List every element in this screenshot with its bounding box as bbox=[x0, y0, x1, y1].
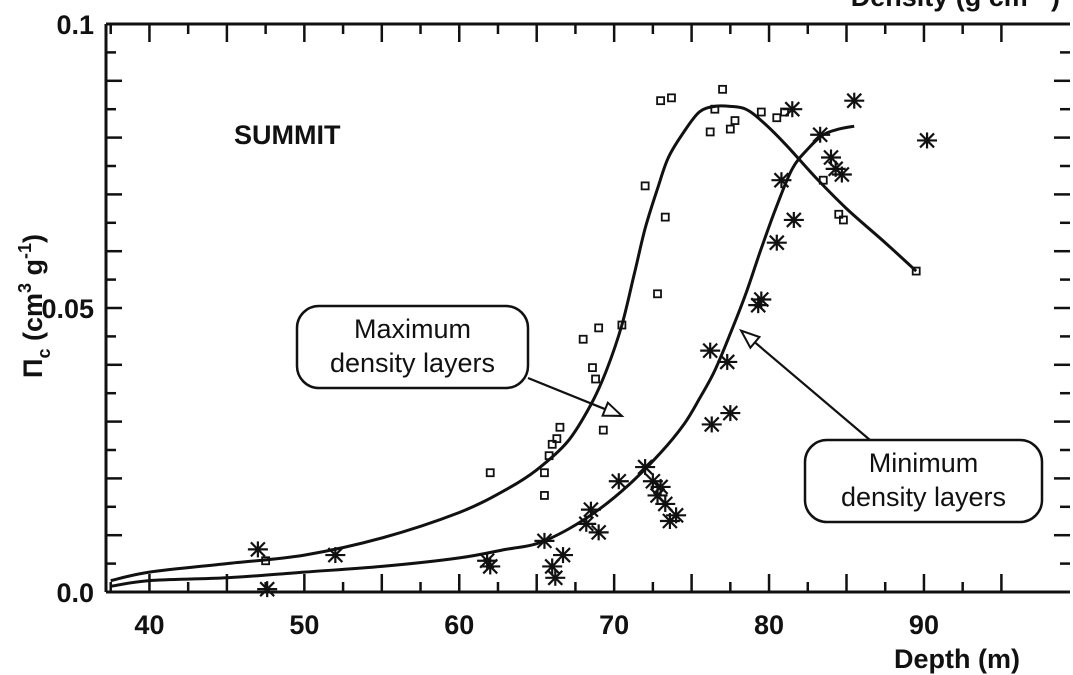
square-point bbox=[839, 215, 848, 225]
y-label-close: ) bbox=[18, 234, 48, 243]
square-point bbox=[591, 374, 600, 384]
asterisk-point bbox=[545, 569, 566, 586]
square-point bbox=[547, 439, 557, 449]
asterisk-point bbox=[534, 532, 555, 549]
asterisk-point bbox=[771, 172, 792, 189]
callout-box-min bbox=[803, 438, 1044, 524]
callout-arrowhead-min bbox=[739, 328, 762, 350]
asterisk-point bbox=[247, 541, 268, 558]
square-point bbox=[588, 363, 597, 373]
square-point bbox=[540, 468, 549, 478]
asterisk-point bbox=[650, 478, 671, 495]
square-point bbox=[640, 181, 650, 191]
asterisk-point bbox=[480, 558, 501, 575]
asterisk-point bbox=[751, 291, 772, 308]
asterisk-point bbox=[588, 524, 609, 541]
data-points bbox=[247, 84, 938, 598]
square-point bbox=[656, 96, 666, 106]
square-point bbox=[756, 107, 766, 117]
site-label: SUMMIT bbox=[234, 120, 341, 150]
asterisk-point bbox=[700, 342, 721, 359]
square-point bbox=[617, 320, 627, 330]
x-axis-label: Depth (m) bbox=[894, 644, 1020, 674]
callout-text-max: density layers bbox=[330, 348, 495, 378]
asterisk-point bbox=[782, 101, 803, 118]
x-tick-labels: 40 50 60 70 80 90 bbox=[134, 610, 939, 640]
x-tick-label: 90 bbox=[909, 610, 939, 640]
square-point bbox=[660, 212, 670, 222]
asterisk-point bbox=[608, 473, 629, 490]
square-point bbox=[555, 422, 565, 432]
square-point bbox=[772, 113, 782, 123]
asterisk-point bbox=[844, 92, 865, 109]
asterisk-point bbox=[655, 495, 676, 512]
square-point bbox=[261, 556, 271, 566]
asterisk-point bbox=[720, 405, 741, 422]
square-point bbox=[718, 84, 727, 94]
asterisk-point bbox=[701, 416, 722, 433]
square-point bbox=[710, 104, 720, 114]
x-tick-label: 60 bbox=[444, 610, 474, 640]
asterisk-point bbox=[635, 459, 656, 476]
asterisk-point bbox=[666, 507, 687, 524]
axis-ticks bbox=[106, 24, 1070, 592]
top-axis-partial-label: Density (g cm⁻³) bbox=[851, 0, 1060, 12]
fit-curve bbox=[110, 124, 855, 588]
asterisk-point bbox=[580, 501, 601, 518]
y-label-open: (cm bbox=[18, 293, 48, 349]
annotations: Maximum density layers Minimum density laye… bbox=[295, 304, 1044, 524]
asterisk-point bbox=[553, 547, 574, 564]
square-point bbox=[725, 124, 735, 134]
x-tick-label: 80 bbox=[754, 610, 784, 640]
asterisk-point bbox=[576, 515, 597, 532]
square-point bbox=[544, 451, 554, 461]
x-tick-label: 50 bbox=[289, 610, 319, 640]
callout-text-min: density layers bbox=[841, 482, 1006, 512]
callout-text-min: Minimum bbox=[869, 448, 979, 478]
asterisk-point bbox=[831, 166, 852, 183]
fit-curve bbox=[110, 104, 918, 583]
square-point bbox=[598, 425, 608, 435]
square-point bbox=[730, 116, 740, 125]
square-point bbox=[834, 209, 844, 219]
y-label-pi: Π bbox=[18, 359, 48, 379]
square-point bbox=[552, 434, 562, 444]
y-tick-label: 0.0 bbox=[56, 578, 94, 608]
x-tick-label: 40 bbox=[134, 610, 164, 640]
y-label-sub: c bbox=[34, 349, 54, 359]
x-tick-label: 70 bbox=[599, 610, 629, 640]
y-label-sup1: 3 bbox=[15, 283, 35, 293]
square-point bbox=[667, 93, 676, 103]
asterisk-point bbox=[717, 353, 738, 370]
square-point bbox=[485, 468, 495, 478]
asterisk-point bbox=[810, 126, 831, 143]
asterisk-point bbox=[766, 234, 787, 251]
square-point bbox=[705, 127, 715, 137]
square-point bbox=[540, 491, 549, 500]
square-point bbox=[653, 289, 662, 299]
y-label-mid: g bbox=[18, 259, 48, 283]
asterisk-point bbox=[917, 132, 938, 149]
asterisk-point bbox=[542, 558, 563, 575]
fit-curves bbox=[110, 104, 918, 588]
y-axis-label: Πc (cm3 g-1) bbox=[15, 234, 54, 378]
asterisk-point bbox=[325, 547, 346, 564]
asterisk-point bbox=[257, 581, 278, 598]
square-point bbox=[911, 266, 921, 276]
callout-text-max: Maximum bbox=[354, 314, 471, 344]
square-point bbox=[818, 175, 828, 185]
callout-arrowhead-max bbox=[601, 400, 625, 417]
callout-arrow-min bbox=[740, 329, 871, 441]
y-tick-label: 0.1 bbox=[56, 10, 94, 40]
y-tick-label: 0.05 bbox=[41, 294, 94, 324]
y-tick-labels: 0.0 0.05 0.1 bbox=[41, 10, 94, 608]
square-point bbox=[578, 334, 588, 344]
callout-box-max bbox=[295, 304, 530, 390]
square-point bbox=[594, 323, 604, 333]
asterisk-point bbox=[783, 211, 804, 228]
y-label-sup2: -1 bbox=[15, 243, 35, 259]
